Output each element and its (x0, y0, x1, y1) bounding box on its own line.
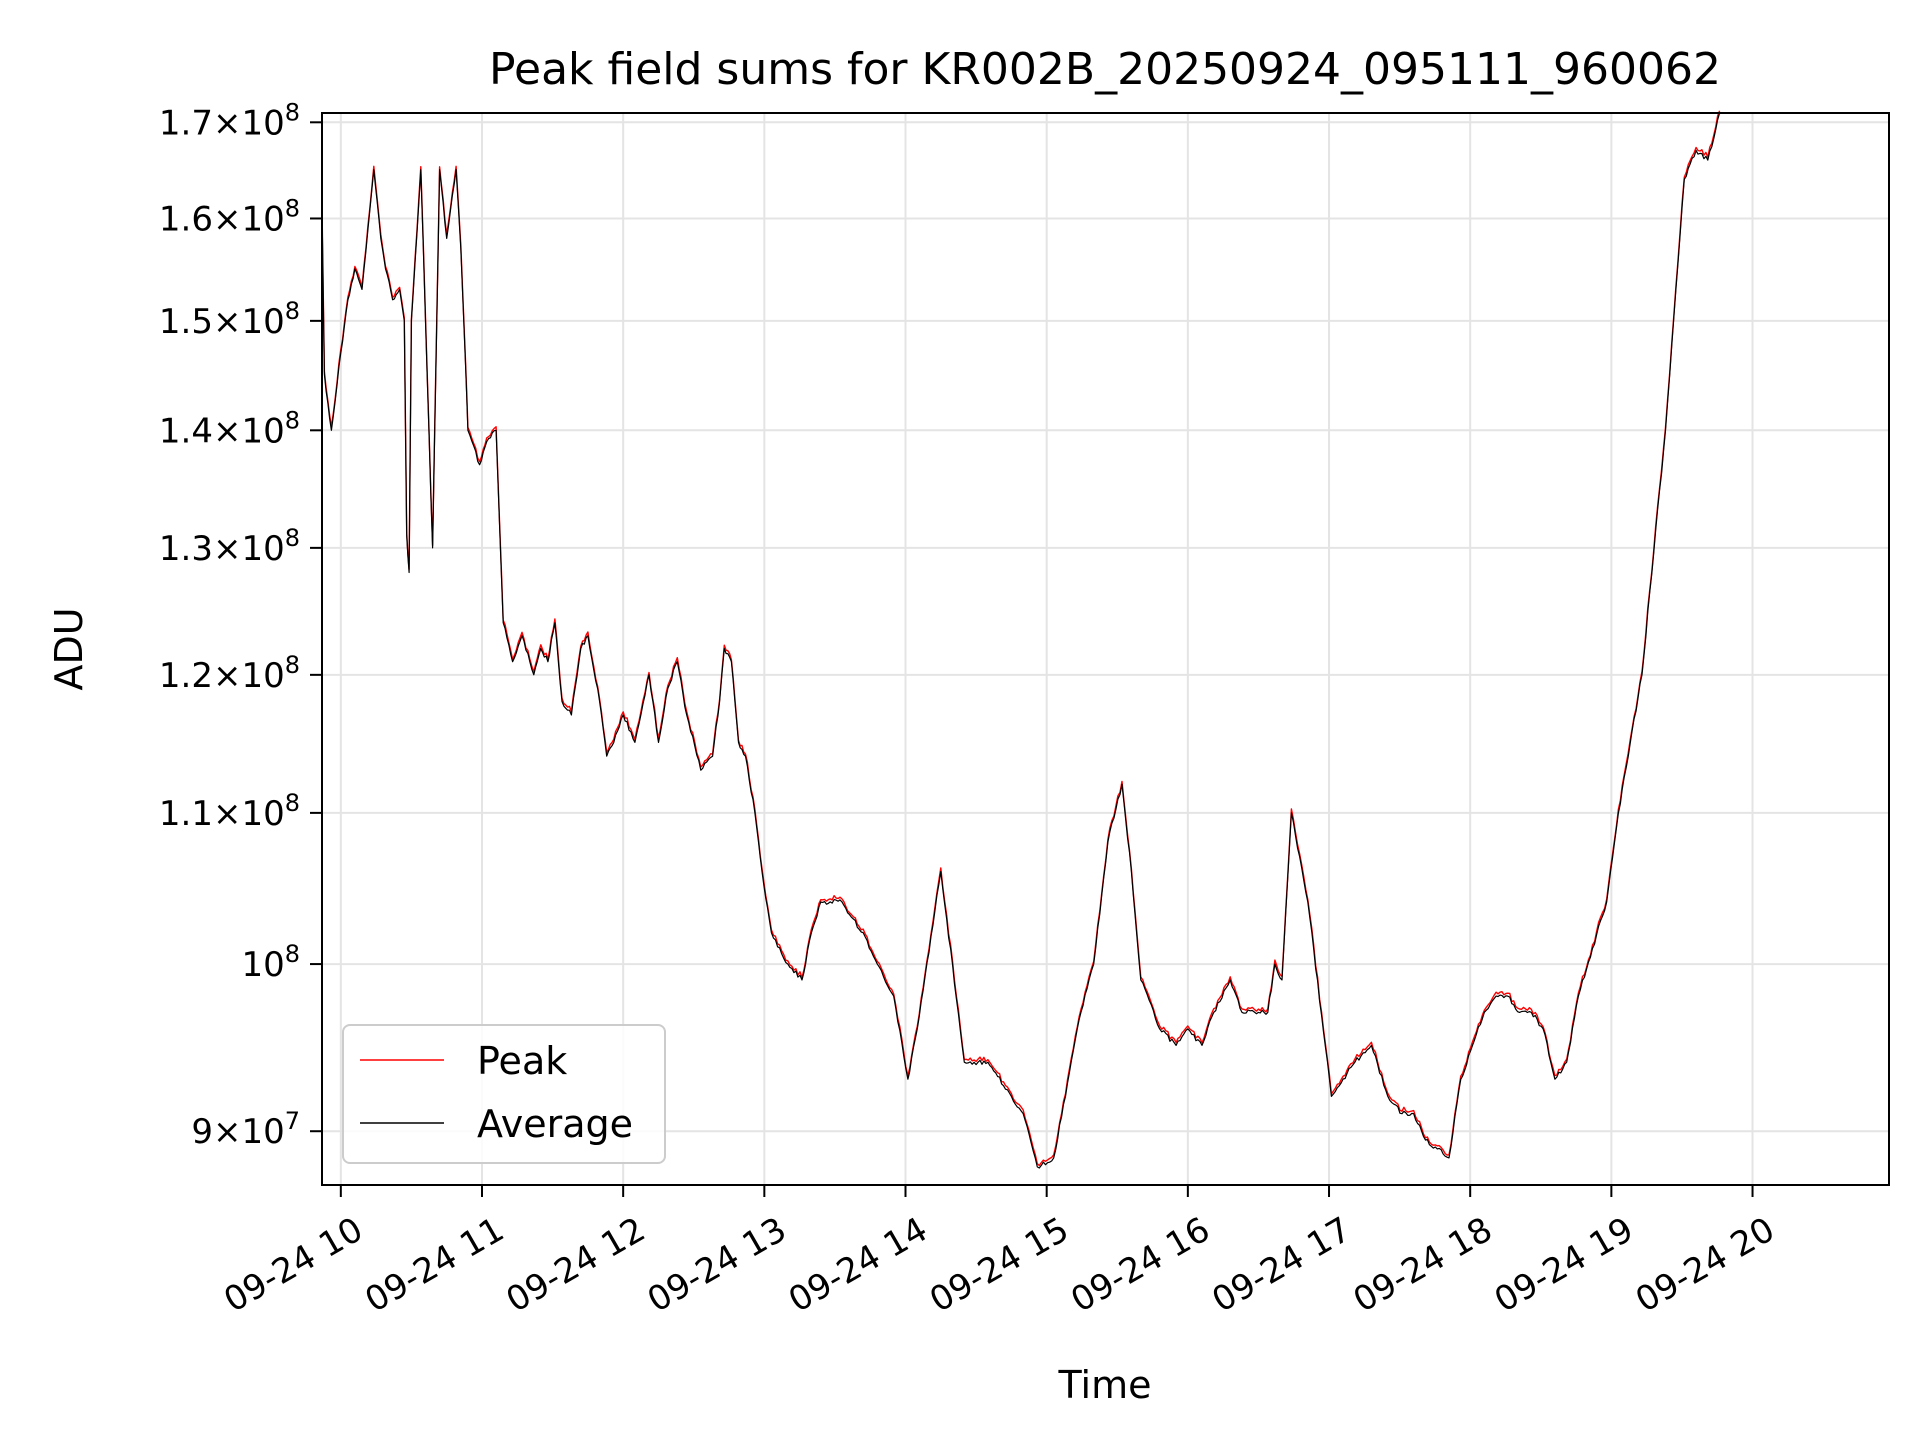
plot-frame (321, 112, 1890, 1186)
y-tick-label: 9×107 (191, 1107, 300, 1152)
grid-layer (322, 113, 1889, 1185)
series-line-average (321, 112, 1721, 1169)
series-layer (321, 110, 1721, 1169)
legend-label-peak: Peak (477, 1039, 567, 1083)
y-tick-label: 108 (241, 940, 300, 985)
y-tick-label: 1.5×108 (159, 297, 300, 342)
y-axis-ticks: 9×107 108 1.1×108 1.2×108 1.3×108 1.4×108 1.5×… (159, 98, 322, 1152)
series-line-peak (321, 110, 1721, 1167)
y-tick-label: 1.2×108 (159, 651, 300, 696)
y-tick-label: 1.6×108 (159, 194, 300, 239)
y-tick-label: 1.3×108 (159, 524, 300, 569)
chart-title: Peak field sums for KR002B_20250924_0951… (489, 44, 1721, 95)
y-tick-label: 1.7×108 (159, 98, 300, 143)
x-axis-label: Time (1058, 1363, 1152, 1407)
legend-label-average: Average (477, 1102, 633, 1146)
y-axis-label: ADU (47, 607, 91, 690)
legend: Peak Average (342, 1024, 666, 1164)
y-tick-label: 1.4×108 (159, 406, 300, 451)
y-tick-label: 1.1×108 (159, 789, 300, 834)
